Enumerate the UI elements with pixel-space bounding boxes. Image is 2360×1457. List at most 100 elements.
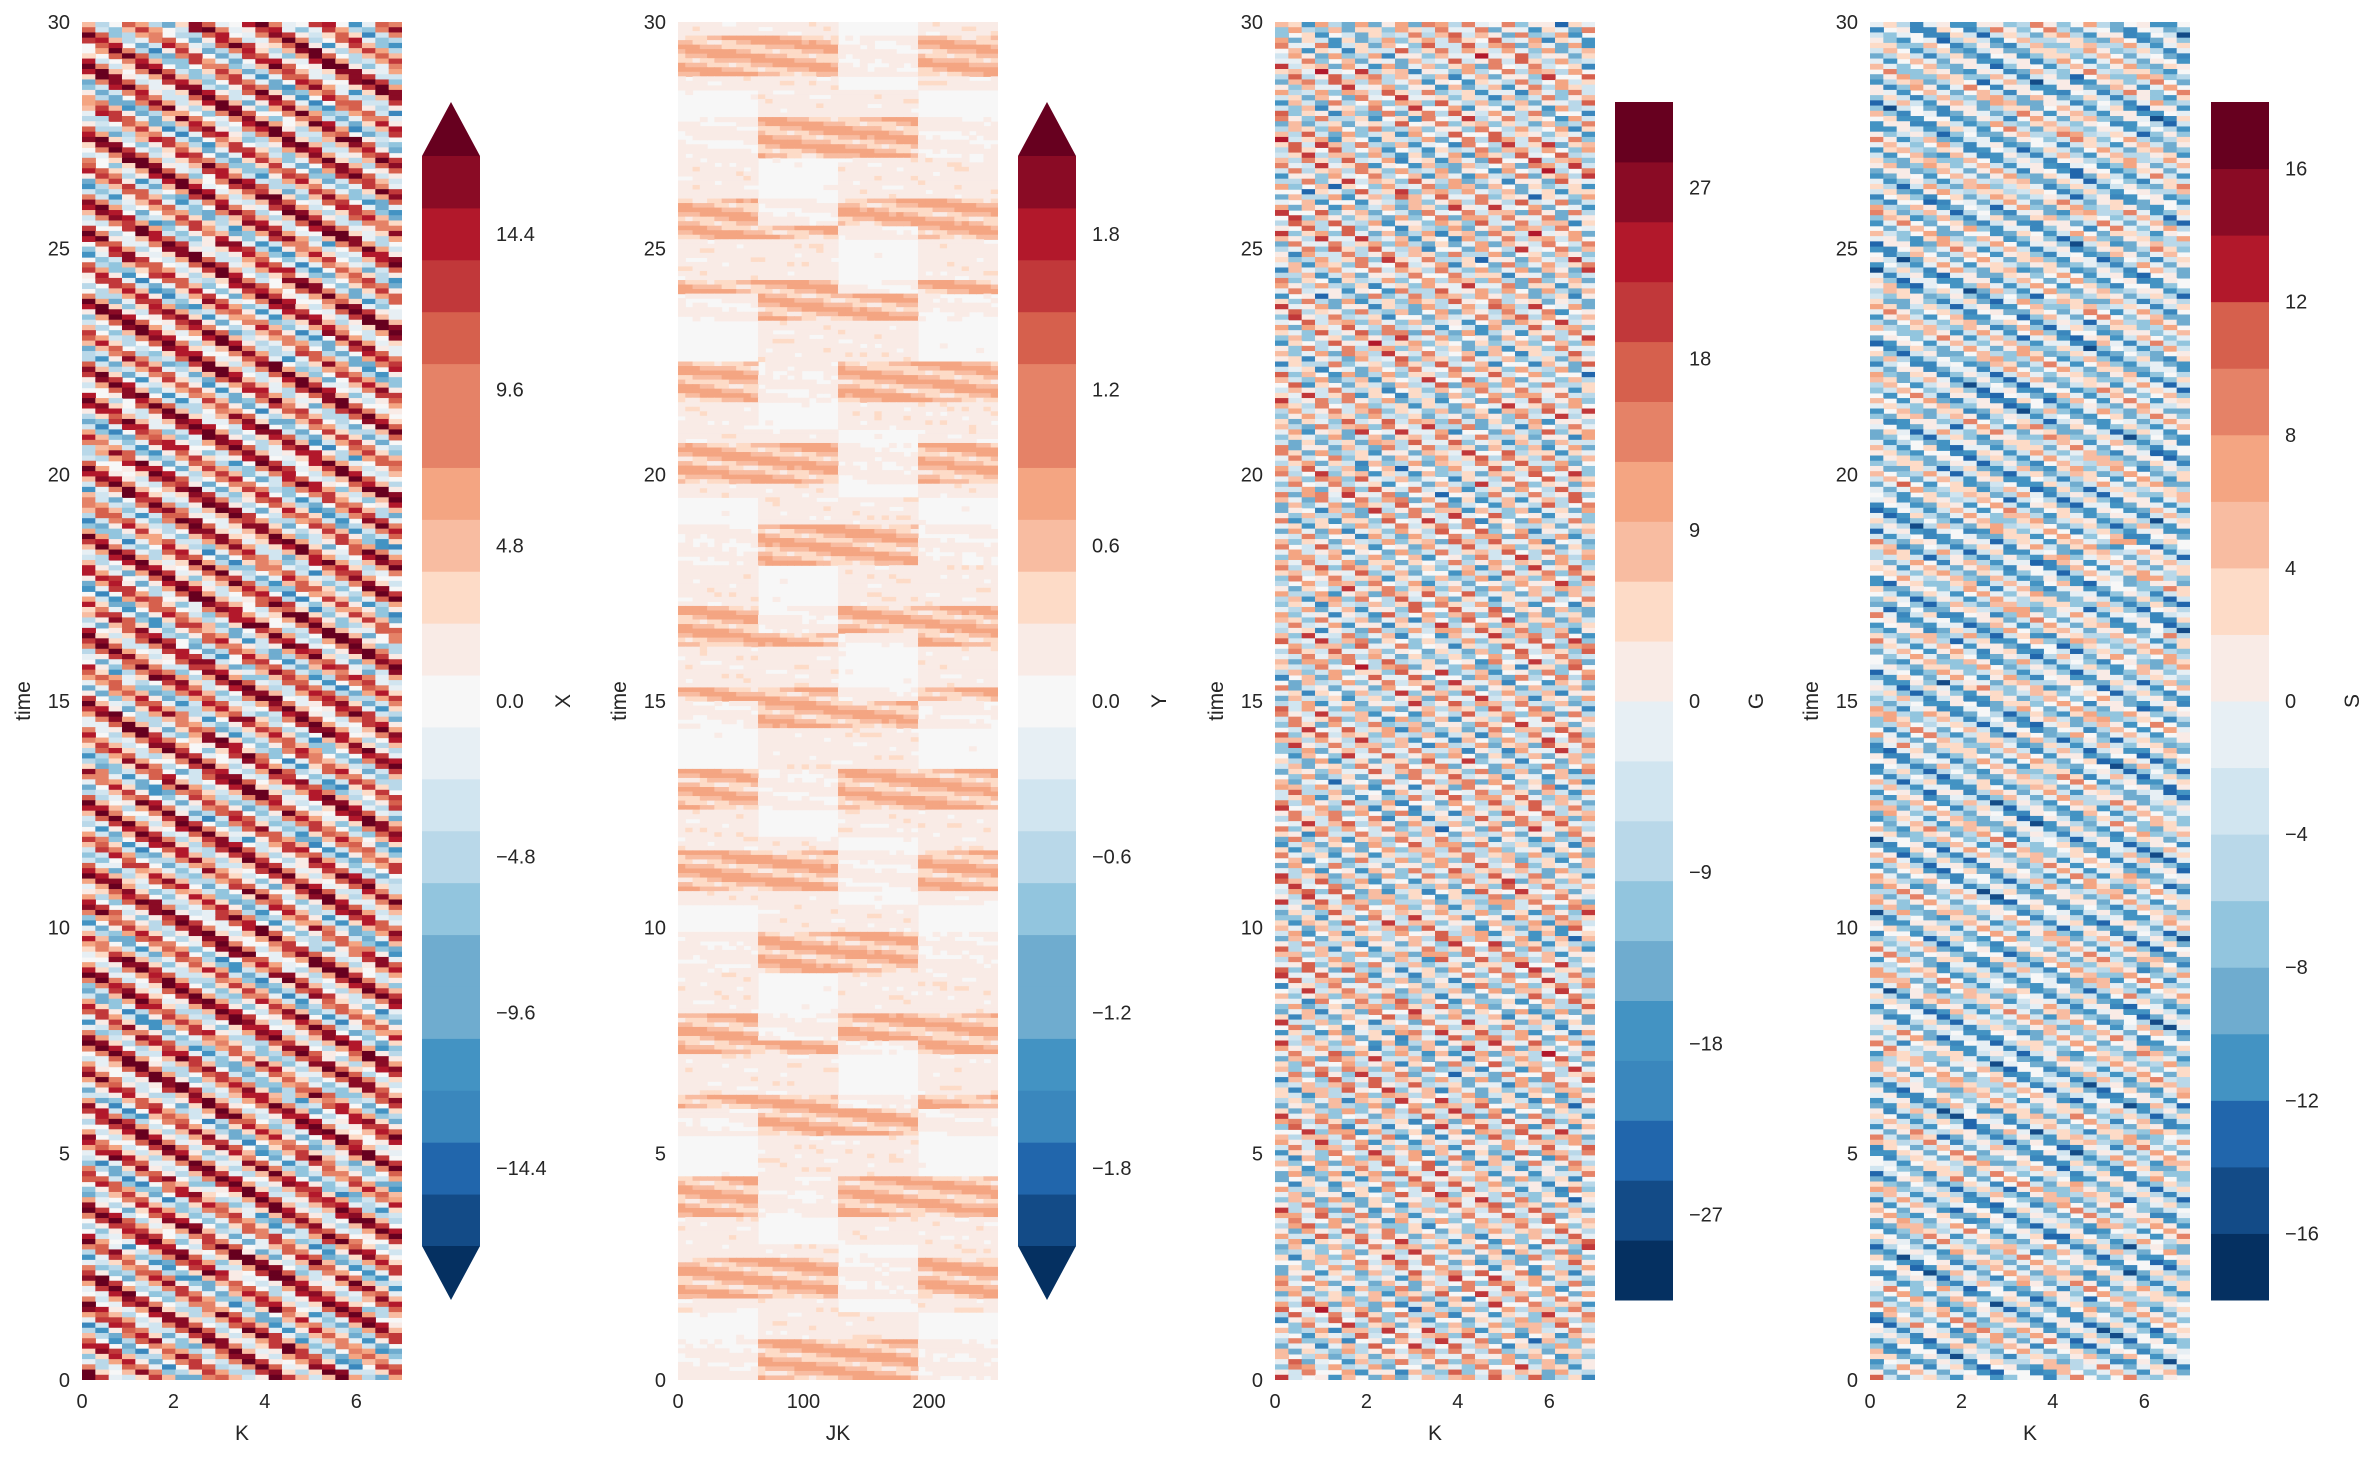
heatmap-cell <box>322 272 336 279</box>
heatmap-cell <box>335 967 350 974</box>
heatmap-cell <box>362 210 376 216</box>
heatmap-cell <box>148 627 163 634</box>
heatmap-cell <box>175 403 190 410</box>
heatmap-cell <box>135 361 150 368</box>
heatmap-cell <box>148 789 163 796</box>
heatmap-cell <box>295 972 310 979</box>
heatmap-cell <box>228 580 243 587</box>
heatmap-cell <box>282 142 296 148</box>
heatmap-cell <box>335 1071 350 1078</box>
heatmap-cell <box>268 821 283 827</box>
heatmap-cell <box>95 774 110 780</box>
heatmap-cell <box>362 157 376 164</box>
heatmap-cell <box>228 283 243 289</box>
heatmap-cell <box>268 727 283 733</box>
heatmap-cell <box>375 695 390 702</box>
heatmap-cell <box>148 1155 163 1162</box>
heatmap-cell <box>215 220 230 227</box>
heatmap-cell <box>228 1003 243 1010</box>
heatmap-cell <box>242 53 256 60</box>
heatmap-cell <box>188 606 203 613</box>
heatmap-cell <box>282 1040 296 1047</box>
heatmap-cell <box>188 183 203 190</box>
heatmap-cell <box>148 967 163 974</box>
heatmap-cell <box>188 37 203 44</box>
heatmap-cell <box>295 643 310 650</box>
heatmap-cell <box>148 58 163 65</box>
heatmap-cell <box>228 894 243 901</box>
heatmap-cell <box>322 951 336 958</box>
heatmap-cell <box>95 533 110 540</box>
heatmap-cell <box>135 842 150 848</box>
heatmap-cell <box>348 324 363 331</box>
heatmap-cell <box>335 251 350 258</box>
heatmap-cell <box>175 377 190 383</box>
heatmap-cell <box>335 283 350 289</box>
heatmap-cell <box>108 267 123 274</box>
heatmap-cell <box>375 701 390 707</box>
heatmap-cell <box>308 591 323 598</box>
heatmap-cell <box>375 591 390 598</box>
heatmap-cell <box>255 795 270 801</box>
heatmap-cell <box>215 335 230 342</box>
heatmap-cell <box>148 502 163 509</box>
heatmap-cell <box>95 701 110 707</box>
heatmap-cell <box>215 1050 230 1057</box>
heatmap-cell <box>255 100 270 107</box>
heatmap-cell <box>122 1181 136 1188</box>
heatmap-cell <box>228 168 243 175</box>
heatmap-cell <box>242 319 256 326</box>
heatmap-cell <box>388 601 402 608</box>
heatmap-cell <box>108 314 123 321</box>
heatmap-cell <box>215 842 230 848</box>
heatmap-cell <box>122 163 136 169</box>
heatmap-cell <box>282 277 296 284</box>
heatmap-cell <box>308 1087 323 1094</box>
heatmap-cell <box>122 518 136 525</box>
heatmap-cell <box>108 1082 123 1089</box>
heatmap-cell <box>282 89 296 96</box>
heatmap-cell <box>215 570 230 577</box>
heatmap-cell <box>255 1077 270 1083</box>
heatmap-cell <box>375 418 390 425</box>
heatmap-cell <box>268 612 283 619</box>
heatmap-cell <box>148 439 163 446</box>
heatmap-cell <box>135 638 150 645</box>
heatmap-cell <box>175 445 190 451</box>
heatmap-cell <box>282 100 296 107</box>
heatmap-cell <box>255 340 270 347</box>
heatmap-cell <box>215 606 230 613</box>
heatmap-cell <box>308 48 323 54</box>
heatmap-cell <box>282 465 296 472</box>
heatmap-cell <box>335 815 350 822</box>
heatmap-cell <box>82 413 96 420</box>
heatmap-cell <box>335 189 350 195</box>
heatmap-cell <box>202 706 216 713</box>
heatmap-cell <box>268 951 283 958</box>
heatmap-cell <box>255 622 270 629</box>
heatmap-cell <box>82 554 96 561</box>
heatmap-cell <box>122 502 136 509</box>
heatmap-cell <box>255 262 270 269</box>
heatmap-cell <box>242 1066 256 1073</box>
heatmap-cell <box>242 826 256 833</box>
heatmap-cell <box>242 246 256 253</box>
heatmap-cell <box>228 84 243 91</box>
heatmap-cell <box>108 168 123 175</box>
heatmap-cell <box>348 309 363 316</box>
heatmap-cell <box>82 225 96 232</box>
heatmap-cell <box>268 230 283 237</box>
heatmap-cell <box>375 89 390 96</box>
heatmap-cell <box>348 1155 363 1162</box>
heatmap-cell <box>322 58 336 65</box>
heatmap-cell <box>202 481 216 488</box>
heatmap-cell <box>335 962 350 968</box>
heatmap-cell <box>82 163 96 169</box>
heatmap-cell <box>308 84 323 91</box>
heatmap-cell <box>82 460 96 467</box>
heatmap-cell <box>362 497 376 504</box>
heatmap-cell <box>388 1066 402 1073</box>
heatmap-cell <box>215 1113 230 1120</box>
heatmap-cell <box>95 544 110 551</box>
heatmap-cell <box>375 22 390 28</box>
